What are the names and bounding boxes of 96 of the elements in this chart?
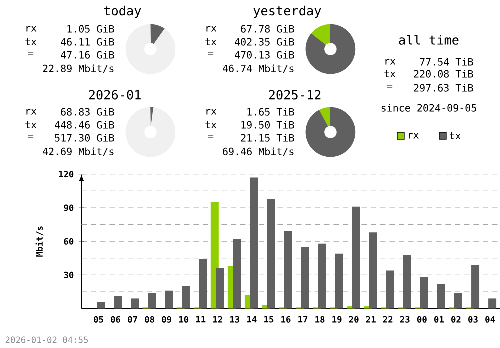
bar	[352, 206, 360, 309]
bar	[250, 178, 258, 309]
x-tick-label: 07	[128, 316, 138, 323]
bar	[182, 286, 190, 309]
text: 402.35 GiB	[235, 38, 294, 46]
text: 46.74 Mbit/s	[222, 64, 294, 74]
text: 19.50 TiB	[242, 121, 294, 129]
text: 67.78 GiB	[241, 25, 294, 33]
x-tick-label: 20	[349, 316, 359, 323]
x-tick-label: 11	[196, 316, 206, 323]
text: 448.46 GiB	[55, 121, 114, 129]
text: tx	[26, 38, 37, 46]
text: rx	[206, 26, 217, 32]
x-tick-label: 03	[468, 316, 478, 323]
chart-title: today	[104, 6, 142, 18]
x-tick-label: 06	[111, 316, 121, 323]
text: 42.69 Mbit/s	[42, 148, 114, 156]
chart-title: yesterday	[254, 6, 322, 18]
bar	[369, 232, 378, 309]
chart-title: 2026-01	[89, 90, 141, 100]
x-tick-label: 22	[383, 316, 393, 323]
text: 77.54 TiB	[420, 58, 474, 66]
y-tick-label: 60	[64, 238, 74, 245]
text: 470.13 GiB	[235, 51, 294, 59]
bar	[472, 265, 480, 309]
x-tick-label: 13	[230, 316, 240, 323]
text: rx	[206, 109, 217, 115]
text: =	[28, 136, 34, 139]
y-tick-label: 90	[64, 204, 74, 212]
text: 1.05 GiB	[68, 25, 114, 33]
bar	[216, 268, 224, 309]
text: rx	[386, 59, 396, 65]
y-axis-title: Mbit/s	[36, 226, 44, 257]
text: 297.63 TiB	[414, 84, 474, 92]
y-tick-label: 120	[59, 171, 74, 178]
text: tx	[206, 38, 217, 46]
x-tick-label: 05	[94, 316, 104, 323]
text: 46.11 GiB	[61, 38, 114, 46]
bar	[420, 277, 428, 309]
x-tick-label: 01	[434, 316, 444, 323]
bar	[454, 293, 463, 309]
text: 220.08 TiB	[414, 70, 474, 78]
text: all time	[399, 35, 459, 45]
text: 21.15 TiB	[241, 134, 294, 142]
legend-label: rx	[409, 133, 419, 139]
bar	[114, 296, 122, 309]
x-tick-label: 16	[282, 316, 291, 323]
text: =	[208, 136, 214, 139]
text: since 2024-09-05	[382, 104, 476, 112]
bar	[488, 298, 497, 309]
x-tick-label: 21	[366, 316, 376, 323]
text: 1.65 TiB	[248, 108, 294, 116]
text: 68.83 GiB	[61, 108, 114, 116]
text: tx	[26, 121, 37, 128]
x-tick-label: 18	[316, 316, 325, 323]
x-tick-label: 09	[162, 316, 172, 323]
bar	[335, 254, 344, 309]
x-tick-label: 10	[179, 316, 189, 323]
bar	[199, 260, 208, 309]
bar	[165, 290, 174, 309]
bar	[148, 293, 156, 309]
bar	[233, 239, 242, 309]
text: 517.30 GiB	[55, 134, 114, 142]
x-tick-label: 04	[486, 316, 496, 323]
x-tick-label: 15	[264, 316, 274, 323]
text: rx	[26, 109, 37, 115]
text: 22.89 Mbit/s	[43, 64, 114, 74]
x-tick-label: 19	[332, 316, 342, 323]
text: =	[208, 52, 214, 56]
chart-title: 2025-12	[269, 90, 321, 100]
bar	[437, 284, 446, 309]
x-tick-label: 17	[298, 316, 308, 323]
x-tick-label: 23	[400, 316, 410, 323]
bar	[386, 270, 394, 309]
x-tick-label: 12	[213, 316, 222, 323]
bar	[131, 298, 140, 309]
bar	[284, 232, 292, 309]
text: 2026-01-02 04:55	[6, 336, 88, 344]
text: =	[28, 52, 34, 56]
x-tick-label: 08	[145, 316, 154, 323]
text: tx	[206, 121, 217, 128]
bar	[318, 244, 326, 309]
legend-label: tx	[450, 132, 461, 140]
x-tick-label: 02	[452, 316, 461, 323]
bar	[97, 302, 106, 309]
text: rx	[26, 26, 37, 32]
text: tx	[384, 70, 396, 78]
bar	[301, 247, 310, 309]
x-tick-label: 00	[417, 316, 427, 323]
bar	[267, 199, 276, 309]
x-tick-label: 14	[248, 316, 257, 323]
y-tick-label: 30	[64, 272, 74, 278]
text: 69.46 Mbit/s	[223, 148, 294, 156]
text: 47.16 GiB	[61, 51, 114, 59]
bar	[403, 255, 412, 309]
text: =	[387, 86, 393, 89]
